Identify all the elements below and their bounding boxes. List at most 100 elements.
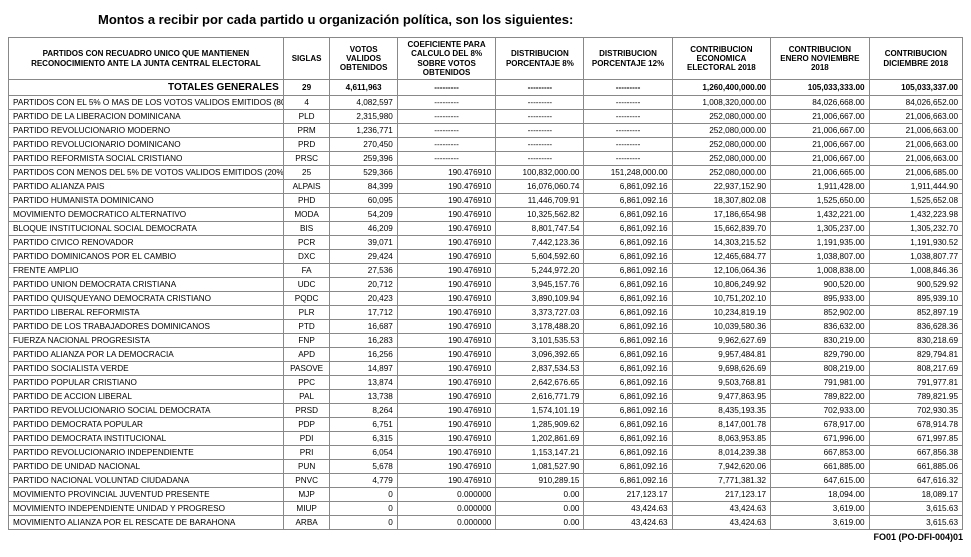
data-cell: APD [283, 348, 330, 362]
data-cell: 1,191,935.00 [771, 236, 870, 250]
table-row: PARTIDO HUMANISTA DOMINICANOPHD60,095190… [9, 194, 963, 208]
table-row: PARTIDO ALIANZA PAISALPAIS84,399190.4769… [9, 180, 963, 194]
data-cell: 678,914.78 [869, 418, 962, 432]
data-cell: 190.476910 [397, 362, 496, 376]
table-row: PARTIDO SOCIALISTA VERDEPASOVE14,897190.… [9, 362, 963, 376]
data-cell: 830,219.00 [771, 334, 870, 348]
col-contrib-dic: CONTRIBUCION DICIEMBRE 2018 [869, 38, 962, 80]
data-cell: --------- [397, 110, 496, 124]
data-cell: PRSC [283, 152, 330, 166]
data-cell: 852,897.19 [869, 306, 962, 320]
footer-code: FO01 (PO-DFI-004)01 [8, 532, 963, 542]
data-cell: PDP [283, 418, 330, 432]
table-row: MOVIMIENTO PROVINCIAL JUVENTUD PRESENTEM… [9, 488, 963, 502]
data-cell: 43,424.63 [584, 502, 672, 516]
data-cell: 2,616,771.79 [496, 390, 584, 404]
data-cell: 8,014,239.38 [672, 446, 771, 460]
data-cell: 910,289.15 [496, 474, 584, 488]
data-cell: 22,937,152.90 [672, 180, 771, 194]
data-cell: 830,218.69 [869, 334, 962, 348]
data-cell: 3,101,535.53 [496, 334, 584, 348]
data-cell: 16,076,060.74 [496, 180, 584, 194]
data-cell: PLR [283, 306, 330, 320]
party-name: PARTIDOS CON MENOS DEL 5% DE VOTOS VALID… [9, 166, 284, 180]
page-title: Montos a recibir por cada partido u orga… [98, 12, 963, 27]
table-row: PARTIDO UNION DEMOCRATA CRISTIANAUDC20,7… [9, 278, 963, 292]
data-cell: 9,962,627.69 [672, 334, 771, 348]
data-cell: 16,256 [330, 348, 397, 362]
data-cell: 1,008,846.36 [869, 264, 962, 278]
data-cell: 20,712 [330, 278, 397, 292]
data-cell: 259,396 [330, 152, 397, 166]
data-cell: 13,874 [330, 376, 397, 390]
data-cell: 6,861,092.16 [584, 306, 672, 320]
party-name: MOVIMIENTO INDEPENDIENTE UNIDAD Y PROGRE… [9, 502, 284, 516]
data-cell: 21,006,663.00 [869, 138, 962, 152]
party-name: PARTIDOS CON EL 5% O MAS DE LOS VOTOS VA… [9, 96, 284, 110]
party-name: MOVIMIENTO PROVINCIAL JUVENTUD PRESENTE [9, 488, 284, 502]
data-cell: 647,615.00 [771, 474, 870, 488]
table-row: PARTIDO ALIANZA POR LA DEMOCRACIAAPD16,2… [9, 348, 963, 362]
data-cell: 829,790.00 [771, 348, 870, 362]
data-cell: 791,977.81 [869, 376, 962, 390]
data-cell: 190.476910 [397, 376, 496, 390]
data-cell: 1,202,861.69 [496, 432, 584, 446]
data-cell: 10,325,562.82 [496, 208, 584, 222]
party-name: FRENTE AMPLIO [9, 264, 284, 278]
data-cell: 895,939.10 [869, 292, 962, 306]
totals-cell: --------- [397, 80, 496, 96]
data-cell: 529,366 [330, 166, 397, 180]
party-name: PARTIDO HUMANISTA DOMINICANO [9, 194, 284, 208]
data-cell: 6,861,092.16 [584, 236, 672, 250]
data-cell: 18,094.00 [771, 488, 870, 502]
data-cell: 84,026,668.00 [771, 96, 870, 110]
data-cell: 39,071 [330, 236, 397, 250]
table-row: PARTIDO NACIONAL VOLUNTAD CIUDADANAPNVC4… [9, 474, 963, 488]
data-cell: 6,861,092.16 [584, 362, 672, 376]
col-partidos: PARTIDOS CON RECUADRO UNICO QUE MANTIENE… [9, 38, 284, 80]
data-cell: 6,861,092.16 [584, 432, 672, 446]
data-cell: 900,520.00 [771, 278, 870, 292]
table-row: PARTIDO DE UNIDAD NACIONALPUN5,678190.47… [9, 460, 963, 474]
data-cell: 54,209 [330, 208, 397, 222]
data-cell: 6,054 [330, 446, 397, 460]
data-cell: 671,996.00 [771, 432, 870, 446]
table-row: MOVIMIENTO ALIANZA POR EL RESCATE DE BAR… [9, 516, 963, 530]
data-cell: 6,861,092.16 [584, 418, 672, 432]
data-cell: 836,628.36 [869, 320, 962, 334]
data-cell: 21,006,663.00 [869, 152, 962, 166]
party-name: PARTIDO LIBERAL REFORMISTA [9, 306, 284, 320]
data-cell: 11,446,709.91 [496, 194, 584, 208]
party-name: PARTIDO NACIONAL VOLUNTAD CIUDADANA [9, 474, 284, 488]
data-cell: 100,832,000.00 [496, 166, 584, 180]
data-cell: ALPAIS [283, 180, 330, 194]
data-cell: 84,399 [330, 180, 397, 194]
data-cell: 0.000000 [397, 516, 496, 530]
data-cell: 789,822.00 [771, 390, 870, 404]
data-cell: 1,191,930.52 [869, 236, 962, 250]
data-cell: 10,751,202.10 [672, 292, 771, 306]
data-cell: PRM [283, 124, 330, 138]
party-name: PARTIDO SOCIALISTA VERDE [9, 362, 284, 376]
data-cell: 6,861,092.16 [584, 208, 672, 222]
totals-cell: 29 [283, 80, 330, 96]
party-name: PARTIDO DOMINICANOS POR EL CAMBIO [9, 250, 284, 264]
data-cell: 252,080,000.00 [672, 110, 771, 124]
data-cell: PDI [283, 432, 330, 446]
data-cell: 6,861,092.16 [584, 348, 672, 362]
data-cell: 10,039,580.36 [672, 320, 771, 334]
data-cell: 25 [283, 166, 330, 180]
data-cell: PRD [283, 138, 330, 152]
col-votos: VOTOS VALIDOS OBTENIDOS [330, 38, 397, 80]
data-cell: 8,063,953.85 [672, 432, 771, 446]
data-cell: MJP [283, 488, 330, 502]
data-cell: 217,123.17 [584, 488, 672, 502]
data-cell: 5,244,972.20 [496, 264, 584, 278]
party-name: PARTIDO DE ACCION LIBERAL [9, 390, 284, 404]
data-cell: 21,006,663.00 [869, 124, 962, 138]
table-row: MOVIMIENTO INDEPENDIENTE UNIDAD Y PROGRE… [9, 502, 963, 516]
data-cell: 1,285,909.62 [496, 418, 584, 432]
data-cell: --------- [584, 124, 672, 138]
data-cell: 6,861,092.16 [584, 320, 672, 334]
data-cell: 6,751 [330, 418, 397, 432]
